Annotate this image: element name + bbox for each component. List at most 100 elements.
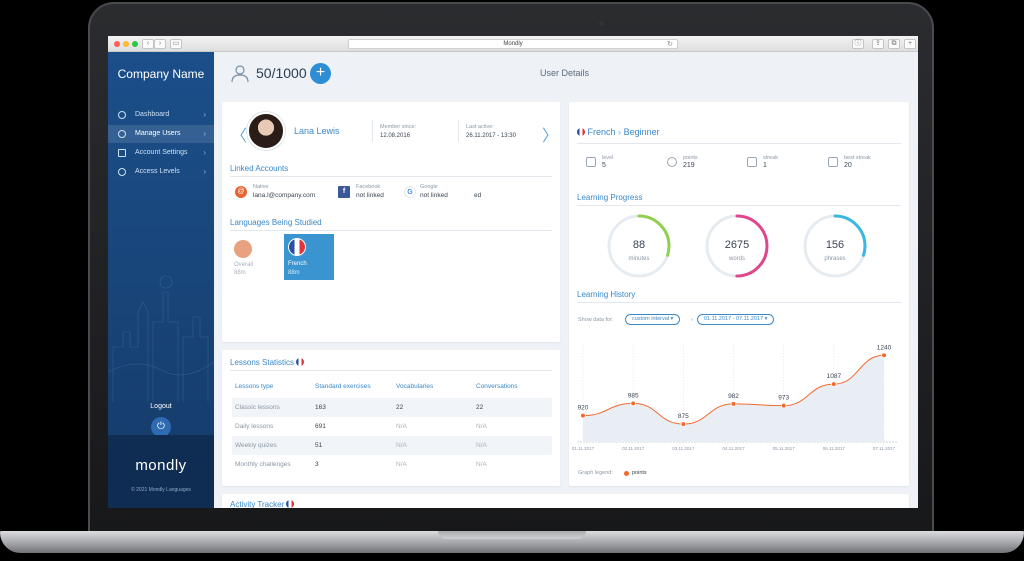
data-point[interactable] — [780, 402, 787, 409]
divider — [230, 176, 552, 177]
last-active-value: 26.11.2017 - 13:30 — [466, 133, 516, 139]
info-icon[interactable]: ⓘ — [852, 39, 864, 49]
calendar-icon — [747, 157, 757, 167]
chevron-right-icon: › — [203, 110, 206, 119]
france-flag-icon — [288, 238, 306, 256]
interval-select[interactable]: custom interval ▾ — [625, 314, 681, 325]
data-point[interactable] — [680, 421, 687, 427]
table-cell: Monthly challenges — [235, 461, 291, 468]
address-bar[interactable]: Mondly ↻ — [348, 39, 678, 49]
back-icon[interactable]: ‹ — [142, 39, 154, 49]
divider — [230, 370, 552, 371]
chevron-down-icon: ▾ — [670, 316, 674, 322]
data-point[interactable] — [730, 401, 737, 407]
table-cell: N/A — [396, 423, 407, 430]
table-cell: Classic lessons — [235, 404, 280, 411]
table-cell: Weekly quizes — [235, 442, 277, 449]
google-icon: G — [404, 186, 416, 198]
language-time: 88m — [288, 270, 300, 276]
column-header: Lessons type — [235, 383, 274, 390]
new-tab-icon[interactable]: + — [904, 39, 916, 49]
close-window-button[interactable] — [114, 41, 120, 47]
data-label: 920 — [578, 405, 589, 412]
brand-logo: mondly — [135, 457, 187, 474]
france-flag-icon — [286, 500, 295, 508]
x-tick-label: 06.11.2017 — [823, 446, 846, 451]
table-cell: N/A — [476, 461, 487, 468]
laptop-base — [0, 531, 1024, 553]
forward-icon[interactable]: › — [154, 39, 166, 49]
sidebar-item-dashboard[interactable]: Dashboard › — [108, 106, 214, 124]
account-provider: Native — [253, 184, 269, 190]
user-count-icon — [231, 65, 249, 83]
divider — [577, 205, 901, 206]
next-user-arrow[interactable]: 〉 — [542, 128, 559, 145]
key-icon — [118, 168, 126, 176]
user-card: 〈 Lana Lewis Member since: 12.08.2016 La… — [222, 102, 560, 342]
user-count: 50/1000 — [256, 65, 307, 81]
account-provider: Google — [420, 184, 438, 190]
member-since-label: Member since: — [380, 124, 417, 130]
language-tile-overall[interactable]: Overall 88m — [230, 236, 280, 282]
stat-label: best streak — [844, 155, 871, 161]
linked-accounts-title: Linked Accounts — [230, 164, 289, 173]
data-point[interactable] — [831, 381, 837, 387]
divider — [458, 120, 459, 142]
divider — [230, 230, 552, 231]
share-icon[interactable]: ⇪ — [872, 39, 884, 49]
sidebar-footer: mondly © 2021 Mondly Languages — [108, 435, 214, 508]
data-label: 973 — [778, 395, 789, 402]
refresh-icon[interactable]: ↻ — [667, 41, 673, 48]
date-range-value: 01.11.2017 - 07.11.2017 — [704, 316, 764, 322]
data-point[interactable] — [630, 400, 636, 407]
data-point[interactable] — [580, 412, 586, 419]
account-value-truncated: ed — [474, 192, 482, 199]
previous-user-arrow[interactable]: 〈 — [231, 128, 248, 145]
ring-label: words — [728, 256, 745, 262]
city-illustration — [108, 275, 214, 402]
sidebar-item-account-settings[interactable]: Account Settings › — [108, 144, 214, 162]
facebook-icon: f — [338, 186, 350, 198]
column-header: Standard exercises — [315, 383, 371, 390]
maximize-window-button[interactable] — [132, 41, 138, 47]
minimize-window-button[interactable] — [123, 41, 129, 47]
date-range-select[interactable]: 01.11.2017 - 07.11.2017 ▾ — [697, 314, 775, 325]
sidebar-toggle-icon[interactable]: ▭ — [170, 39, 182, 49]
chevron-right-icon: › — [203, 148, 206, 157]
table-cell: N/A — [476, 442, 487, 449]
table-cell: N/A — [396, 461, 407, 468]
page-tab-title: Mondly — [503, 41, 523, 47]
course-card: French › Beginner level 5 points 219 str… — [569, 102, 909, 486]
ring-value: 88 — [633, 239, 645, 251]
course-title: French › Beginner — [577, 127, 660, 137]
stat-label: streak — [763, 155, 778, 161]
table-cell: 51 — [315, 442, 323, 449]
sidebar-item-manage-users[interactable]: Manage Users › — [108, 125, 214, 143]
data-label: 1087 — [827, 373, 842, 380]
table-cell: Daily lessons — [235, 423, 274, 430]
sidebar-item-label: Account Settings — [135, 149, 188, 156]
data-point[interactable] — [881, 352, 887, 359]
sidebar-item-label: Manage Users — [135, 130, 181, 137]
interval-select-value: custom interval — [632, 316, 669, 322]
member-since-value: 12.08.2016 — [380, 133, 411, 139]
lessons-title-text: Lessons Statistics — [230, 358, 295, 367]
account-value: lana.l@company.com — [253, 192, 316, 199]
france-flag-icon — [577, 128, 585, 136]
browser-toolbar: ‹ › ▭ Mondly ↻ ⓘ ⇪ ⧉ + — [108, 36, 918, 52]
chevron-right-icon: › — [691, 317, 693, 323]
language-tile-french[interactable]: French 88m — [284, 234, 334, 280]
ring-label: phrases — [824, 256, 845, 262]
tabs-icon[interactable]: ⧉ — [888, 39, 900, 49]
divider — [577, 302, 901, 303]
add-user-button[interactable]: + — [310, 63, 331, 84]
series-area — [583, 355, 884, 442]
sidebar-item-access-levels[interactable]: Access Levels › — [108, 163, 214, 181]
logout-button[interactable]: ⏻ — [151, 417, 171, 437]
camera — [599, 21, 604, 26]
activity-card: Activity Tracker — [222, 494, 909, 508]
users-icon — [118, 130, 126, 138]
ring-progress-minutes — [607, 214, 671, 278]
email-icon: @ — [235, 186, 247, 198]
table-cell: 3 — [315, 461, 319, 468]
